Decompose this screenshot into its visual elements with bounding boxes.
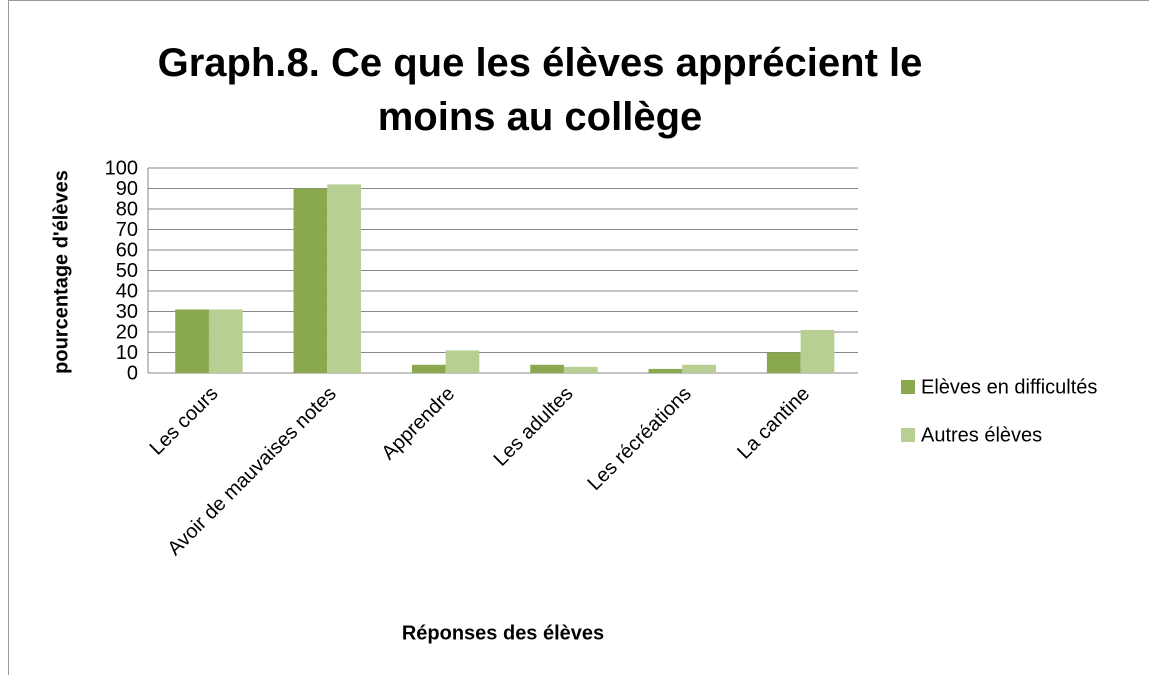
bar — [530, 364, 564, 373]
y-tick-label: 60 — [116, 239, 138, 261]
bar — [208, 309, 243, 373]
bar — [800, 329, 835, 373]
x-tick-label: Apprendre — [377, 383, 459, 465]
legend-swatch — [901, 428, 915, 442]
y-axis-label: pourcentage d'élèves — [50, 170, 72, 374]
y-tick-label: 50 — [116, 260, 138, 282]
bar — [563, 366, 598, 373]
x-tick-label: Les cours — [146, 383, 223, 460]
bar — [293, 188, 328, 373]
x-tick-label: La cantine — [733, 383, 814, 464]
legend-label: Elèves en difficultés — [921, 376, 1097, 398]
bar — [648, 368, 683, 373]
y-tick-label: 20 — [116, 321, 138, 343]
y-tick-label: 90 — [116, 178, 138, 200]
chart-title: Graph.8. Ce que les élèves apprécient le… — [157, 41, 923, 139]
y-tick-label: 40 — [116, 280, 138, 302]
x-tick-label: Les adultes — [490, 383, 578, 471]
bar — [766, 352, 801, 373]
y-tick-label: 80 — [116, 198, 138, 220]
y-tick-label: 100 — [105, 157, 138, 179]
bar — [175, 309, 209, 373]
bar — [445, 350, 480, 373]
chart-border — [8, 0, 1149, 675]
x-tick-label: Les récréations — [584, 383, 696, 495]
y-tick-label: 10 — [116, 342, 138, 364]
y-tick-label: 70 — [116, 219, 138, 241]
bar — [411, 364, 446, 373]
x-axis-label: Réponses des élèves — [402, 622, 604, 644]
bar — [327, 184, 361, 373]
legend-swatch — [901, 380, 915, 394]
y-tick-label: 30 — [116, 301, 138, 323]
y-tick-label: 0 — [127, 362, 138, 384]
bar — [682, 364, 716, 373]
legend-label: Autres élèves — [921, 424, 1042, 446]
